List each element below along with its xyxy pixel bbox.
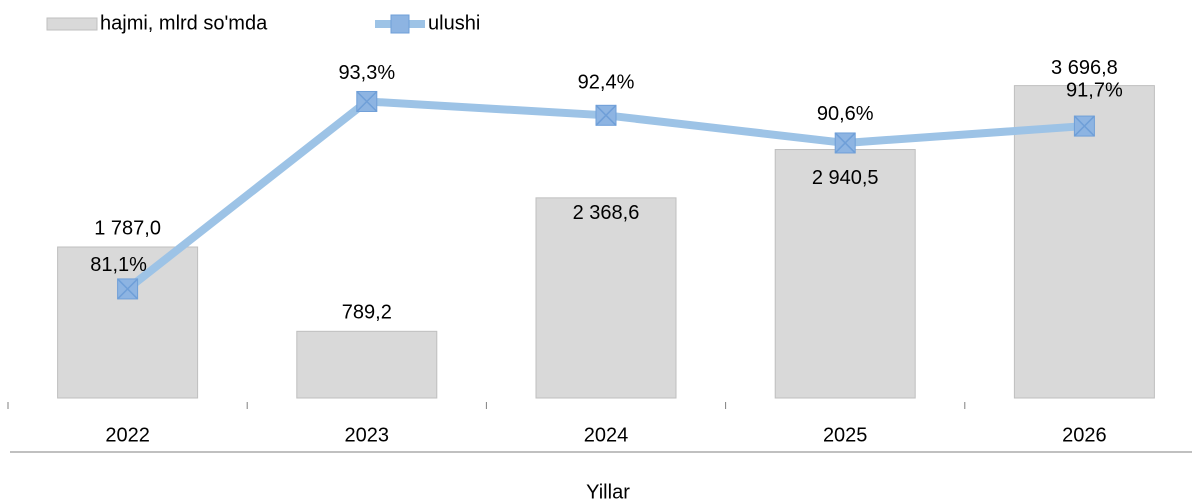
line-marker xyxy=(834,132,856,154)
x-axis-title: Yillar xyxy=(586,481,630,503)
line-value-label: 93,3% xyxy=(338,62,395,84)
x-tick-label: 2026 xyxy=(1062,424,1107,446)
line-value-label: 90,6% xyxy=(817,103,874,125)
bar-value-label: 3 696,8 xyxy=(1051,57,1118,79)
line-value-label: 92,4% xyxy=(578,72,635,94)
line-marker xyxy=(117,278,139,300)
bar-value-label: 789,2 xyxy=(342,302,392,324)
line-marker xyxy=(356,90,378,113)
bar-value-label: 2 940,5 xyxy=(812,167,879,189)
bar xyxy=(1013,85,1155,399)
x-tick-label: 2022 xyxy=(105,424,150,446)
legend-swatch xyxy=(46,17,98,31)
legend-label: hajmi, mlrd so'mda xyxy=(100,12,268,34)
bar xyxy=(57,246,199,399)
legend-marker xyxy=(390,14,410,34)
bar xyxy=(774,149,916,399)
x-tick-label: 2025 xyxy=(823,424,868,446)
bar-value-label: 1 787,0 xyxy=(94,217,161,239)
x-tick-label: 2024 xyxy=(584,424,629,446)
bar xyxy=(535,197,677,399)
line-value-label: 91,7% xyxy=(1066,79,1123,101)
line-value-label: 81,1% xyxy=(90,254,147,276)
bar xyxy=(296,330,438,399)
legend-label: ulushi xyxy=(428,12,480,34)
bar-value-label: 2 368,6 xyxy=(573,202,640,224)
line-marker xyxy=(1073,115,1095,137)
line-marker xyxy=(595,104,617,126)
x-tick-label: 2023 xyxy=(345,424,390,446)
